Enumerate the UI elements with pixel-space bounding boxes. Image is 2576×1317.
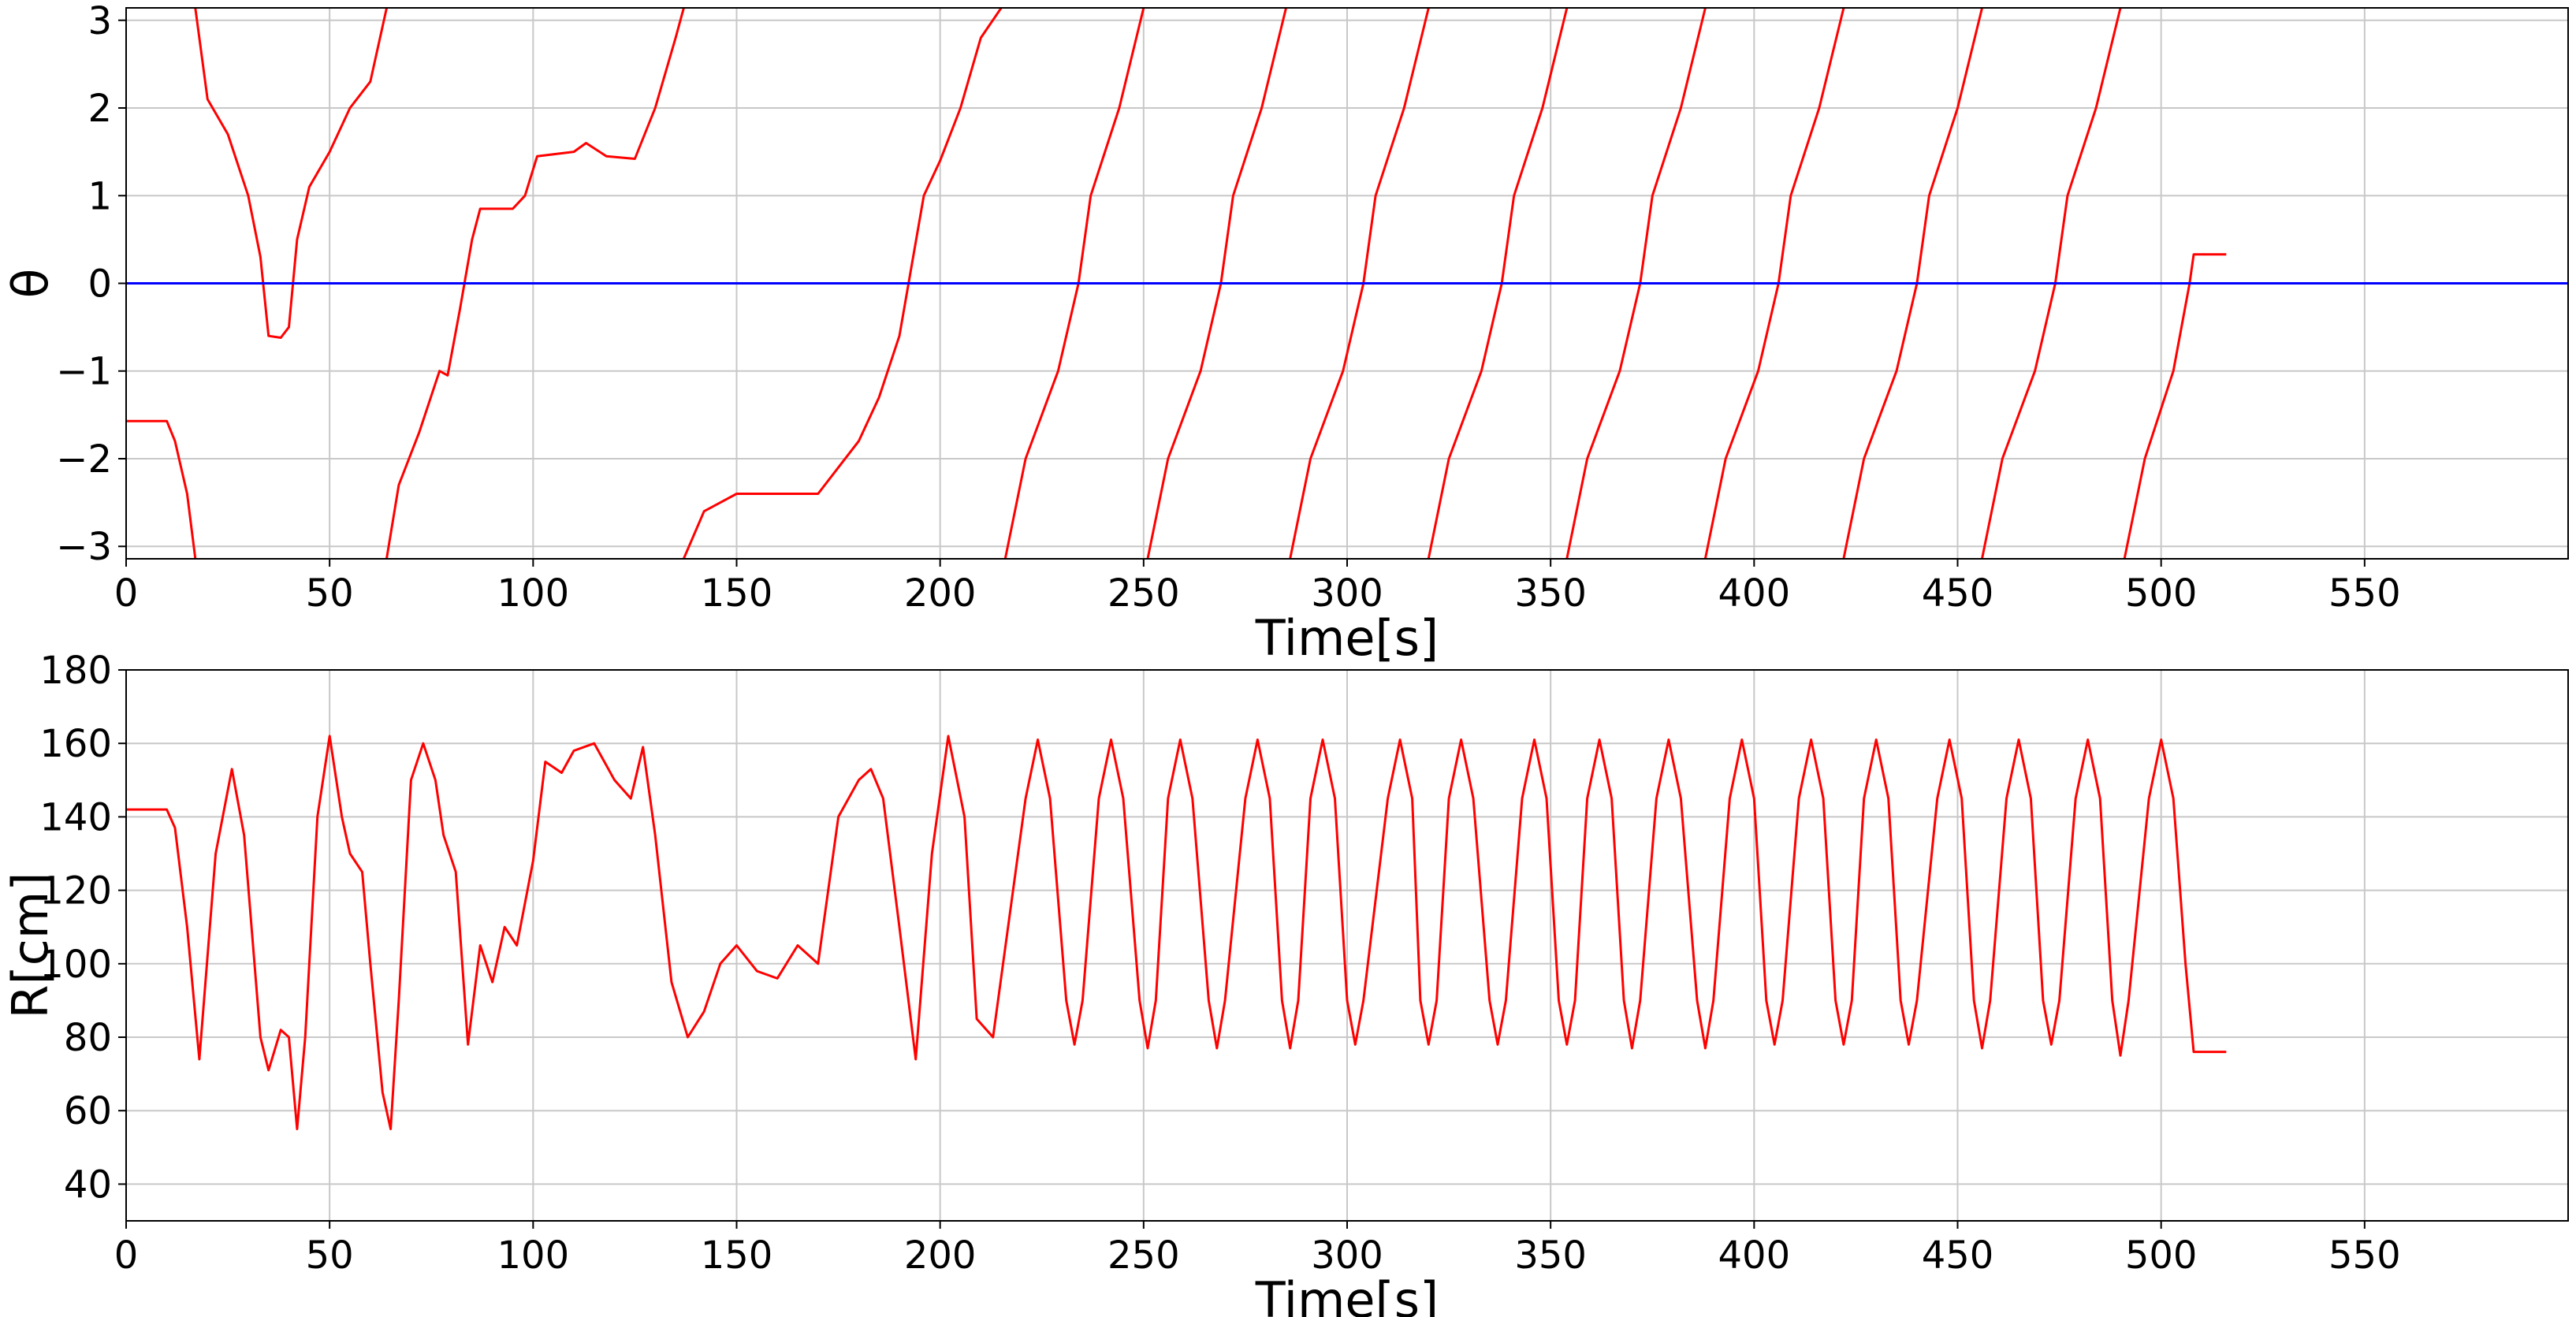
axes-frame	[125, 7, 2569, 560]
data-line	[126, 735, 2227, 1130]
y-tick-label: 0	[87, 262, 112, 307]
y-axis-label: R[cm]	[2, 872, 59, 1019]
x-tick-label: 150	[701, 1233, 773, 1278]
x-tick-label: 200	[904, 1233, 977, 1278]
x-tick-label: 100	[497, 1233, 570, 1278]
y-tick-label: 120	[39, 869, 112, 913]
y-tick-label: 160	[39, 722, 112, 766]
y-axis-label: θ	[2, 269, 59, 299]
y-tick-label: 3	[87, 0, 112, 43]
x-tick-label: 500	[2125, 1233, 2198, 1278]
y-tick-label: −2	[56, 437, 112, 482]
y-tick-label: 1	[87, 174, 112, 218]
x-tick-label: 400	[1718, 1233, 1791, 1278]
x-tick-label: 300	[1311, 571, 1383, 616]
y-tick-label: 100	[39, 943, 112, 987]
y-tick-label: −3	[56, 525, 112, 569]
x-tick-label: 350	[1514, 1233, 1587, 1278]
x-axis-label: Time[s]	[1255, 1271, 1439, 1317]
x-tick-label: 0	[114, 1233, 139, 1278]
x-tick-label: 300	[1311, 1233, 1383, 1278]
x-tick-label: 400	[1718, 571, 1791, 616]
x-tick-label: 50	[306, 571, 354, 616]
y-tick-label: 180	[39, 649, 112, 693]
x-tick-label: 550	[2328, 571, 2401, 616]
x-tick-label: 250	[1107, 571, 1180, 616]
axes-frame	[125, 669, 2569, 1222]
y-tick-label: 140	[39, 795, 112, 839]
y-tick-label: 2	[87, 87, 112, 131]
x-axis-label: Time[s]	[1255, 609, 1439, 667]
x-tick-label: 550	[2328, 1233, 2401, 1278]
x-tick-label: 450	[1922, 571, 1994, 616]
x-tick-label: 50	[306, 1233, 354, 1278]
y-tick-label: −1	[56, 350, 112, 394]
x-tick-label: 500	[2125, 571, 2198, 616]
x-tick-label: 250	[1107, 1233, 1180, 1278]
x-tick-label: 100	[497, 571, 570, 616]
x-tick-label: 450	[1922, 1233, 1994, 1278]
x-tick-label: 150	[701, 571, 773, 616]
y-tick-label: 60	[64, 1089, 112, 1133]
x-tick-label: 350	[1514, 571, 1587, 616]
y-tick-label: 80	[64, 1016, 112, 1060]
x-tick-label: 0	[114, 571, 139, 616]
x-tick-label: 200	[904, 571, 977, 616]
y-tick-label: 40	[64, 1163, 112, 1207]
